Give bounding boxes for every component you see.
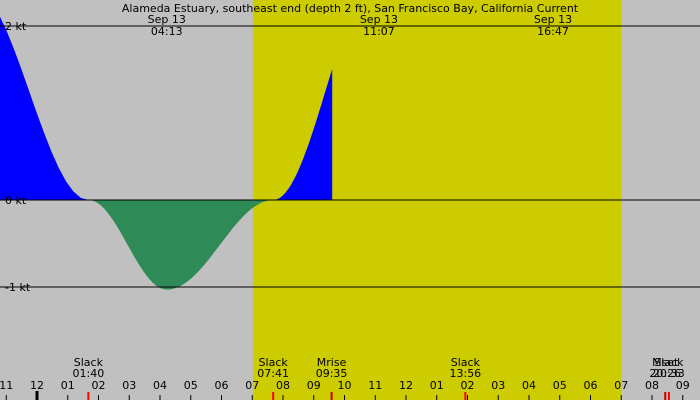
event-name-label: Slack bbox=[74, 356, 104, 369]
hour-tick-label: 09 bbox=[676, 379, 690, 392]
extreme-date-label: Sep 13 bbox=[360, 13, 398, 26]
hour-tick-label: 12 bbox=[30, 379, 44, 392]
hour-tick-label: 02 bbox=[92, 379, 106, 392]
hour-tick-label: 03 bbox=[491, 379, 505, 392]
slack-event-tick bbox=[464, 392, 467, 400]
extreme-date-label: Sep 13 bbox=[534, 13, 572, 26]
y-tick-label: 0 kt bbox=[5, 194, 27, 207]
y-tick-label: -1 kt bbox=[5, 281, 31, 294]
extreme-time-label: 04:13 bbox=[151, 25, 183, 38]
moon-event-tick bbox=[330, 392, 333, 400]
flood-area bbox=[273, 68, 333, 201]
event-name-label: Mrise bbox=[317, 356, 347, 369]
event-time-label: 09:35 bbox=[316, 367, 348, 380]
chart-title: Alameda Estuary, southeast end (depth 2 … bbox=[122, 2, 579, 15]
event-time-label: 20:26 bbox=[649, 367, 681, 380]
y-tick-label: 2 kt bbox=[5, 20, 27, 33]
extreme-time-label: 11:07 bbox=[363, 25, 395, 38]
hour-tick-label: 08 bbox=[645, 379, 659, 392]
hour-tick-label: 09 bbox=[307, 379, 321, 392]
hour-tick-label: 02 bbox=[461, 379, 475, 392]
event-name-label: Slack bbox=[451, 356, 481, 369]
extreme-date-label: Sep 13 bbox=[148, 13, 186, 26]
hour-tick-label: 05 bbox=[184, 379, 198, 392]
hour-tick-label: 04 bbox=[522, 379, 536, 392]
flood-area bbox=[0, 16, 89, 200]
hour-tick-label: 11 bbox=[368, 379, 382, 392]
hour-tick-label: 05 bbox=[553, 379, 567, 392]
moon-event-tick bbox=[664, 392, 667, 400]
hour-tick-label: 01 bbox=[61, 379, 75, 392]
event-time-label: 13:56 bbox=[449, 367, 481, 380]
slack-event-tick bbox=[272, 392, 275, 400]
event-name-label: Slack bbox=[654, 356, 684, 369]
event-time-label: 01:40 bbox=[73, 367, 105, 380]
hour-tick-label: 12 bbox=[399, 379, 413, 392]
hour-tick-label: 08 bbox=[276, 379, 290, 392]
hour-tick-label: 06 bbox=[584, 379, 598, 392]
hour-tick-label: 07 bbox=[245, 379, 259, 392]
event-time-label: 07:41 bbox=[257, 367, 289, 380]
hour-tick-label: 04 bbox=[153, 379, 167, 392]
hour-tick-label: 07 bbox=[614, 379, 628, 392]
hour-tick-label: 01 bbox=[430, 379, 444, 392]
event-time-label: 20:33 bbox=[653, 367, 685, 380]
slack-event-tick bbox=[667, 392, 670, 400]
event-name-label: Mset bbox=[652, 356, 679, 369]
ebb-area bbox=[88, 200, 274, 290]
hour-tick-label: 06 bbox=[215, 379, 229, 392]
hour-tick-label: 10 bbox=[338, 379, 352, 392]
event-name-label: Slack bbox=[259, 356, 289, 369]
hour-tick-label: 03 bbox=[122, 379, 136, 392]
slack-event-tick bbox=[87, 392, 90, 400]
extreme-time-label: 16:47 bbox=[537, 25, 569, 38]
hour-tick-label: 11 bbox=[0, 379, 13, 392]
